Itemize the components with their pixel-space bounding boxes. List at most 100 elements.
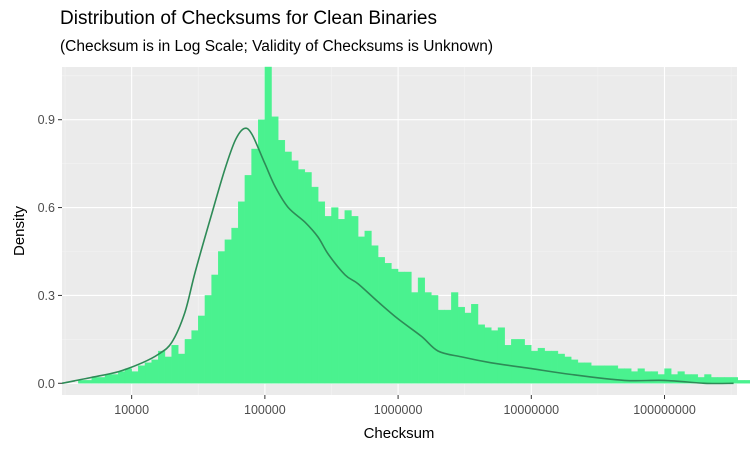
density-curve	[61, 127, 734, 385]
histogram-bar	[204, 295, 212, 384]
histogram-bar	[184, 339, 192, 384]
histogram-bar	[231, 227, 239, 384]
x-tick-label: 100000	[244, 403, 286, 417]
histogram-bar	[704, 374, 712, 384]
histogram-bar	[284, 151, 292, 384]
histogram-bar	[337, 219, 346, 384]
histogram-bar	[444, 309, 452, 384]
histogram-bar	[417, 277, 425, 384]
histogram-bar	[631, 371, 639, 384]
chart-subtitle: (Checksum is in Log Scale; Validity of C…	[60, 38, 494, 55]
histogram-bar	[457, 306, 465, 384]
histogram-bar	[271, 116, 279, 384]
histogram-bar	[391, 268, 399, 384]
histogram-bar	[344, 210, 352, 384]
x-tick-label: 100000000	[633, 403, 696, 417]
histogram-bar	[224, 239, 232, 384]
histogram-bar	[544, 350, 552, 384]
histogram-bar	[178, 353, 186, 384]
histogram-bar	[431, 295, 439, 384]
histogram-bar	[650, 371, 659, 384]
histogram-bar	[324, 216, 332, 384]
histogram-bar	[297, 169, 306, 384]
histogram-bar	[131, 371, 139, 384]
histogram-bar	[317, 201, 326, 384]
histogram-bar	[397, 271, 405, 384]
y-axis-title: Density	[11, 205, 28, 256]
histogram-bar	[191, 330, 199, 384]
histogram-bar	[377, 257, 385, 384]
histogram-bar	[591, 365, 599, 384]
histogram-bar	[491, 330, 499, 384]
histogram-bar	[471, 304, 479, 384]
histogram-bar	[118, 371, 126, 384]
histogram-bar	[211, 274, 219, 384]
histogram-bar	[311, 186, 319, 384]
histogram-bar	[524, 345, 532, 384]
histogram-bar	[164, 356, 172, 384]
histogram-bar	[517, 339, 525, 384]
histogram-bar	[251, 148, 259, 384]
histogram-bar	[564, 356, 572, 384]
histogram-bar	[198, 315, 206, 384]
histogram-bar	[264, 66, 272, 384]
histogram-bar	[670, 374, 679, 384]
histogram-bar	[331, 207, 339, 384]
histogram-bar	[551, 350, 559, 384]
histogram-bar	[411, 292, 419, 384]
histogram-bar	[484, 327, 492, 384]
histogram-bar	[611, 365, 619, 384]
y-tick-label: 0.3	[38, 289, 55, 303]
histogram-bars	[78, 66, 750, 384]
histogram-bar	[657, 374, 665, 384]
x-axis: 10000 100000 1000000 10000000 100000000	[114, 395, 696, 417]
histogram-bar	[218, 251, 226, 384]
histogram-bar	[464, 312, 472, 384]
histogram-bar	[437, 309, 445, 384]
y-tick-label: 0.0	[38, 377, 55, 391]
histogram-bar	[730, 377, 738, 384]
histogram-bar	[717, 377, 725, 384]
histogram-bar	[124, 368, 132, 384]
y-axis: 0.0 0.3 0.6 0.9	[38, 113, 62, 391]
histogram-bar	[537, 347, 545, 384]
histogram-bar	[744, 380, 750, 384]
x-tick-label: 10000	[114, 403, 149, 417]
histogram-bar	[91, 377, 99, 384]
histogram-bar	[291, 160, 299, 384]
histogram-bar	[151, 359, 159, 384]
histogram-bar	[571, 359, 579, 384]
histogram-bar	[304, 172, 312, 384]
histogram-bar	[511, 339, 519, 384]
chart-title: Distribution of Checksums for Clean Bina…	[60, 8, 437, 29]
y-tick-label: 0.9	[38, 113, 55, 127]
histogram-bar	[138, 365, 146, 384]
x-tick-label: 1000000	[374, 403, 423, 417]
histogram-bar	[451, 292, 459, 384]
histogram-bar	[384, 263, 392, 384]
histogram-bar	[497, 327, 505, 384]
histogram-bar	[238, 201, 246, 384]
histogram-bar	[357, 236, 365, 384]
histogram-bar	[424, 292, 432, 384]
histogram-bar	[111, 374, 119, 384]
histogram-bar	[144, 362, 152, 384]
y-tick-label: 0.6	[38, 201, 55, 215]
x-tick-label: 10000000	[503, 403, 559, 417]
histogram-bar	[277, 140, 286, 384]
histogram-bar	[98, 377, 106, 384]
histogram-bar	[171, 345, 179, 384]
histogram-bar	[584, 362, 592, 384]
histogram-bar	[371, 245, 379, 384]
histogram-bar	[597, 365, 605, 384]
histogram-bar	[351, 216, 359, 384]
histogram-bar	[531, 350, 539, 384]
histogram-bar	[78, 380, 86, 384]
histogram-bar	[737, 380, 745, 384]
histogram-bar	[604, 365, 612, 384]
histogram-bar	[724, 377, 732, 384]
histogram-bar	[158, 350, 166, 384]
histogram-bar	[84, 380, 92, 384]
histogram-bar	[477, 324, 485, 384]
